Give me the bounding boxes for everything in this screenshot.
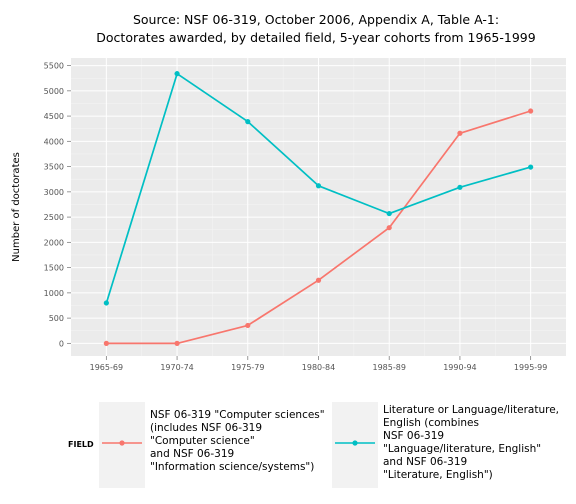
y-tick-label: 2500 bbox=[44, 213, 64, 222]
legend-label-line: "Literature, English") bbox=[383, 469, 493, 481]
legend-label-literature-english: Literature or Language/literature, Engli… bbox=[383, 404, 562, 481]
y-tick-label: 5500 bbox=[44, 62, 64, 71]
data-point bbox=[103, 340, 109, 346]
data-point bbox=[315, 183, 322, 189]
y-tick-label: 0 bbox=[59, 339, 64, 348]
x-tick-label: 1965-69 bbox=[90, 363, 123, 372]
y-tick-label: 1500 bbox=[44, 264, 64, 273]
legend-label-line: (includes NSF 06-319 bbox=[150, 422, 262, 434]
grid-lines bbox=[71, 58, 566, 356]
y-tick-label: 3500 bbox=[44, 163, 64, 172]
legend-title: FIELD bbox=[68, 440, 94, 449]
y-tick-label: 500 bbox=[49, 314, 64, 323]
x-tick-label: 1990-94 bbox=[443, 363, 476, 372]
data-point bbox=[528, 164, 534, 170]
legend-label-line: and NSF 06-319 bbox=[150, 448, 234, 460]
legend-key-point-literature-english bbox=[352, 440, 358, 446]
data-point bbox=[528, 108, 534, 114]
legend-label-line: "Computer science" bbox=[150, 435, 255, 447]
y-axis: 0 500 1000 1500 2000 2500 3000 3500 4000 4500 5000… bbox=[44, 62, 71, 348]
data-point bbox=[457, 184, 463, 190]
x-tick-label: 1975-79 bbox=[231, 363, 264, 372]
legend-label-line: NSF 06-319 bbox=[383, 430, 444, 442]
data-point bbox=[103, 300, 109, 306]
chart-title-line-2: Doctorates awarded, by detailed field, 5… bbox=[96, 30, 535, 45]
legend-entry-computer-sciences: NSF 06-319 "Computer sciences" (includes… bbox=[99, 402, 328, 488]
data-point bbox=[174, 71, 180, 77]
x-tick-label: 1985-89 bbox=[372, 363, 405, 372]
series-lines bbox=[103, 71, 534, 346]
legend-label-line: and NSF 06-319 bbox=[383, 456, 467, 468]
legend-label-line: "Language/literature, English" bbox=[383, 443, 541, 455]
data-point bbox=[386, 210, 392, 217]
legend-key-point-computer-sciences bbox=[119, 440, 125, 446]
data-point bbox=[245, 322, 251, 329]
legend-label-computer-sciences: NSF 06-319 "Computer sciences" (includes… bbox=[150, 409, 328, 473]
y-tick-label: 4000 bbox=[44, 137, 64, 146]
legend-label-line: English (combines bbox=[383, 417, 479, 429]
y-tick-label: 2000 bbox=[44, 238, 64, 247]
y-tick-label: 5000 bbox=[44, 87, 64, 96]
legend-entry-literature-english: Literature or Language/literature, Engli… bbox=[332, 402, 562, 488]
legend-label-line: "Information science/systems") bbox=[150, 461, 314, 473]
y-axis-title: Number of doctorates bbox=[11, 152, 22, 262]
y-tick-label: 4500 bbox=[44, 112, 64, 121]
chart-title-line-1: Source: NSF 06-319, October 2006, Append… bbox=[133, 12, 499, 27]
legend-label-line: NSF 06-319 "Computer sciences" bbox=[150, 409, 325, 421]
x-tick-label: 1980-84 bbox=[302, 363, 335, 372]
y-tick-label: 1000 bbox=[44, 289, 64, 298]
data-point bbox=[174, 340, 180, 346]
y-tick-label: 3000 bbox=[44, 188, 64, 197]
data-point bbox=[245, 119, 251, 125]
legend: FIELD NSF 06-319 "Computer sciences" (in… bbox=[68, 402, 562, 488]
legend-label-line: Literature or Language/literature, bbox=[383, 404, 559, 416]
data-point bbox=[386, 225, 392, 231]
x-tick-label: 1995-99 bbox=[514, 363, 547, 372]
x-tick-label: 1970-74 bbox=[160, 363, 193, 372]
x-axis: 1965-69 1970-74 1975-79 1980-84 1985-89 1990-… bbox=[90, 356, 547, 372]
data-point bbox=[457, 130, 463, 136]
data-point bbox=[315, 277, 322, 283]
